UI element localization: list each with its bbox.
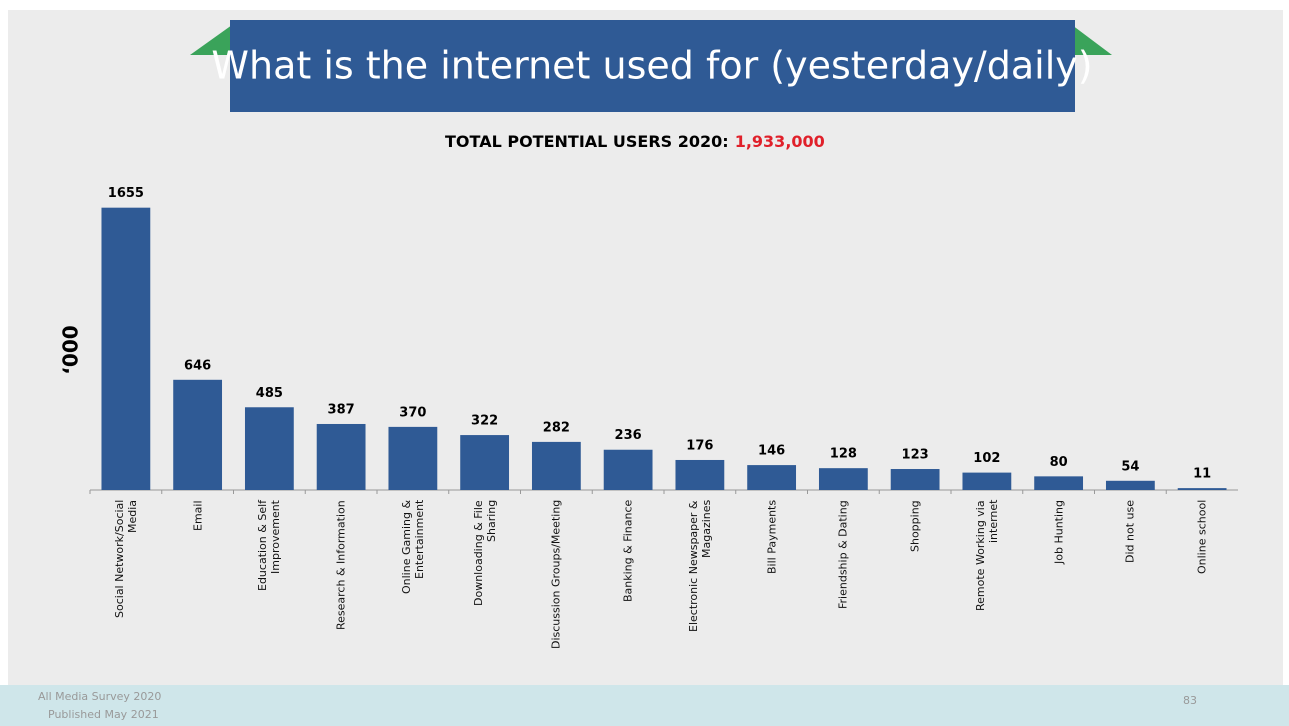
value-label: 123 — [902, 448, 929, 463]
value-label: 80 — [1050, 455, 1068, 470]
published: Published May 2021 — [48, 708, 159, 721]
bar — [747, 465, 797, 490]
footer-band — [0, 685, 1289, 726]
decoration — [190, 25, 232, 55]
x-tick-label: Banking & Finance — [621, 500, 635, 603]
value-label: 485 — [256, 386, 283, 401]
bar — [244, 407, 294, 490]
value-label: 322 — [471, 414, 498, 429]
subtitle: TOTAL POTENTIAL USERS 2020: 1,933,000 — [445, 132, 825, 151]
value-label: 387 — [328, 402, 355, 417]
bar — [531, 441, 581, 490]
bar — [1105, 480, 1155, 490]
bar — [1177, 488, 1227, 490]
value-label: 146 — [758, 444, 785, 459]
value-label: 646 — [184, 358, 211, 373]
value-label: 102 — [973, 451, 1000, 466]
background — [8, 10, 1283, 710]
bar — [603, 449, 653, 490]
x-tick-label: Friendship & Dating — [836, 500, 850, 609]
value-label: 370 — [399, 405, 426, 420]
x-tick-label: Email — [191, 500, 205, 531]
x-tick-label: Did not use — [1123, 500, 1137, 563]
page-number: 83 — [1183, 694, 1197, 707]
x-tick-label: Job Hunting — [1052, 500, 1066, 564]
value-label: 11 — [1193, 467, 1211, 482]
source: All Media Survey 2020 — [38, 690, 161, 703]
bar — [388, 426, 438, 490]
bar — [818, 468, 868, 490]
x-tick-label: Online Gaming & Entertainment — [399, 500, 426, 595]
x-tick-label: Education & Self Improvement — [256, 500, 283, 592]
bar — [962, 472, 1012, 490]
bar — [1034, 476, 1084, 490]
bar — [890, 469, 940, 490]
bar — [460, 435, 510, 490]
decoration — [1072, 25, 1112, 55]
x-tick-label: Shopping — [908, 500, 922, 552]
bar — [101, 207, 151, 491]
x-tick-label: Downloading & File Sharing — [471, 500, 498, 606]
x-tick-label: Research & Information — [334, 500, 348, 630]
y-axis-label: ‘000 — [59, 325, 83, 374]
chart-title: What is the internet used for (yesterday… — [211, 44, 1092, 88]
bar — [675, 459, 725, 490]
value-label: 1655 — [108, 186, 144, 201]
x-tick-label: Social Network/Social Media — [112, 500, 139, 619]
title-banner — [230, 20, 1075, 112]
value-label: 236 — [615, 428, 642, 443]
value-label: 128 — [830, 447, 857, 462]
x-tick-label: Discussion Groups/Meeting — [549, 500, 563, 650]
x-tick-label: Bill Payments — [765, 500, 779, 575]
value-label: 54 — [1121, 459, 1139, 474]
bar — [173, 379, 223, 490]
x-tick-label: Electronic Newspaper & Magazines — [686, 500, 713, 632]
bar — [316, 423, 366, 490]
value-label: 176 — [686, 438, 713, 453]
x-tick-label: Remote Working via internet — [973, 500, 1000, 611]
value-label: 282 — [543, 420, 570, 435]
x-tick-label: Online school — [1195, 500, 1209, 575]
